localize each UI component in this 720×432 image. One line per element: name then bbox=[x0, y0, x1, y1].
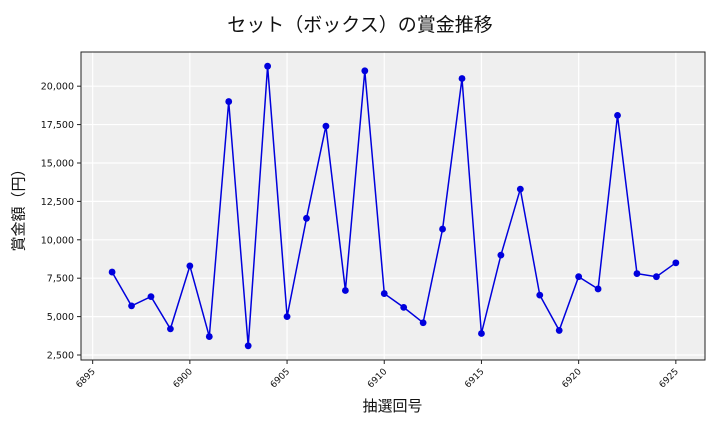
plot-area bbox=[81, 52, 705, 360]
data-point-marker bbox=[264, 62, 272, 70]
data-point-marker bbox=[672, 259, 680, 267]
y-tick-label: 5,000 bbox=[47, 312, 74, 323]
data-point-marker bbox=[419, 319, 427, 327]
data-point-marker bbox=[303, 214, 310, 222]
data-point-marker bbox=[516, 185, 524, 193]
x-tick-label: 6920 bbox=[560, 367, 583, 390]
data-point-marker bbox=[341, 287, 349, 294]
data-point-marker bbox=[594, 285, 602, 293]
data-point-marker bbox=[225, 98, 233, 105]
x-tick-label: 6895 bbox=[75, 367, 98, 390]
data-point-marker bbox=[614, 111, 621, 119]
y-axis-label: 賞金額（円） bbox=[9, 161, 28, 252]
x-tick-label: 6910 bbox=[366, 367, 389, 390]
data-series bbox=[108, 62, 680, 350]
x-tick-label: 6905 bbox=[269, 367, 292, 390]
x-tick-label: 6925 bbox=[658, 367, 681, 390]
data-point-marker bbox=[400, 303, 408, 311]
y-tick-label: 20,000 bbox=[41, 82, 74, 93]
data-point-marker bbox=[283, 313, 291, 321]
x-tick-label: 6900 bbox=[172, 367, 195, 390]
y-tick-label: 12,500 bbox=[41, 197, 74, 208]
y-axis: 2,500 5,000 7,500 10,000 12,500 15,000 17,500 2… bbox=[41, 82, 81, 362]
series-line bbox=[111, 66, 677, 346]
x-tick-label: 6915 bbox=[463, 367, 486, 390]
data-point-marker bbox=[186, 262, 194, 270]
x-axis: 6895 6900 6905 6910 6915 6920 6925 bbox=[75, 360, 681, 390]
y-tick-label: 2,500 bbox=[47, 351, 74, 362]
data-point-marker bbox=[497, 251, 505, 259]
data-point-marker bbox=[128, 302, 135, 310]
y-tick-label: 10,000 bbox=[41, 235, 74, 246]
data-point-marker bbox=[205, 333, 213, 340]
data-point-marker bbox=[167, 325, 174, 333]
x-axis-label: 抽選回号 bbox=[362, 397, 423, 415]
grid-lines bbox=[81, 52, 705, 360]
data-point-marker bbox=[458, 75, 466, 82]
y-tick-label: 15,000 bbox=[41, 158, 74, 169]
data-point-marker bbox=[536, 291, 544, 299]
data-point-marker bbox=[361, 67, 369, 75]
data-point-marker bbox=[439, 225, 446, 233]
data-point-marker bbox=[555, 327, 563, 334]
y-tick-label: 17,500 bbox=[41, 120, 74, 131]
data-point-marker bbox=[633, 270, 641, 277]
data-point-marker bbox=[478, 330, 485, 337]
data-point-marker bbox=[322, 122, 330, 130]
y-tick-label: 7,500 bbox=[47, 274, 74, 285]
data-point-marker bbox=[380, 290, 388, 297]
data-point-marker bbox=[147, 293, 155, 301]
data-point-marker bbox=[575, 273, 583, 281]
data-point-marker bbox=[108, 268, 116, 276]
plot-frame bbox=[80, 51, 706, 361]
chart-title: セット（ボックス）の賞金推移 bbox=[227, 14, 493, 36]
data-point-marker bbox=[653, 273, 660, 281]
data-point-marker bbox=[244, 342, 252, 350]
